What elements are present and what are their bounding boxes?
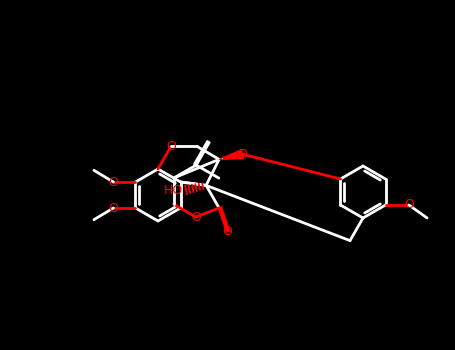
Text: O: O bbox=[404, 198, 414, 211]
Text: O: O bbox=[166, 140, 176, 153]
Text: O: O bbox=[108, 202, 118, 215]
Text: O: O bbox=[108, 175, 118, 189]
Text: O: O bbox=[238, 148, 248, 161]
Text: O: O bbox=[222, 225, 232, 238]
Polygon shape bbox=[219, 150, 243, 159]
Text: ···: ··· bbox=[215, 154, 223, 164]
Text: O: O bbox=[191, 211, 201, 224]
Text: HO: HO bbox=[163, 184, 183, 197]
